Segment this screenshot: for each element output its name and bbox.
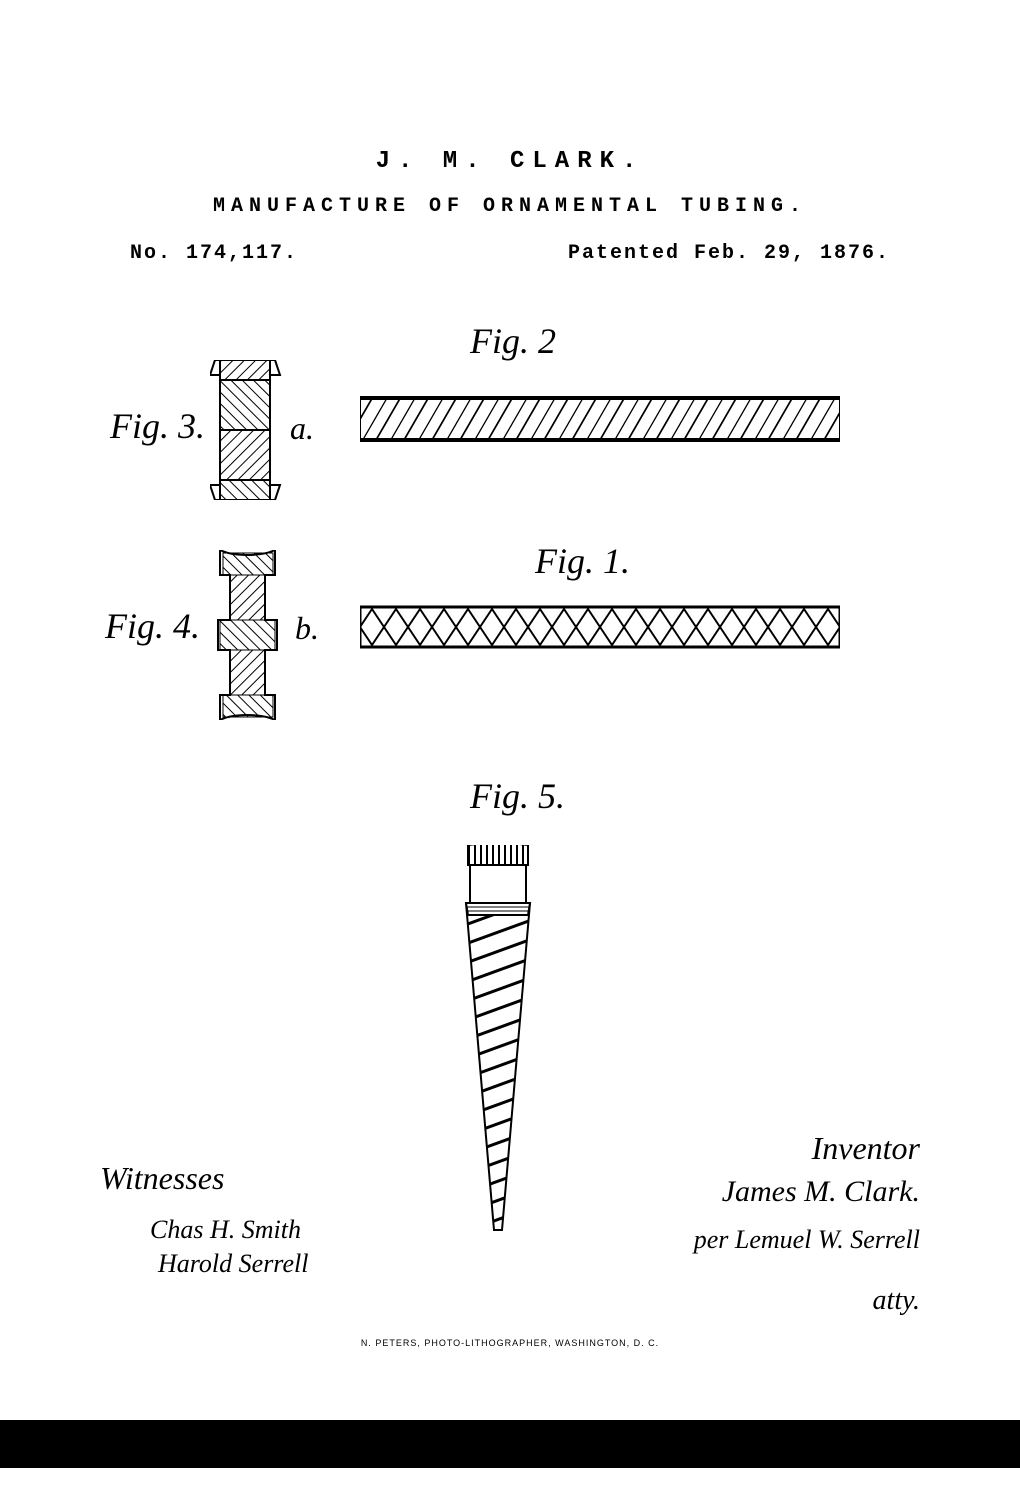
- witness-1: Chas H. Smith: [150, 1215, 308, 1245]
- patent-number: No. 174,117.: [130, 242, 298, 265]
- patent-date: Patented Feb. 29, 1876.: [568, 242, 890, 265]
- inventor-signature: James M. Clark.: [694, 1175, 920, 1209]
- fig4-label: Fig. 4.: [105, 605, 200, 647]
- fig5-drawing: [448, 845, 548, 1235]
- fig3-label: Fig. 3.: [110, 405, 205, 447]
- bottom-bar: [0, 1420, 1020, 1468]
- fig3-ref: a.: [290, 410, 314, 447]
- atty-label: atty.: [694, 1285, 920, 1317]
- fig1-drawing: [360, 605, 840, 649]
- per-attorney: per Lemuel W. Serrell: [694, 1225, 920, 1255]
- lithographer-footer: N. PETERS, PHOTO-LITHOGRAPHER, WASHINGTO…: [0, 1338, 1020, 1348]
- fig2-drawing: [360, 395, 840, 443]
- fig4-ref: b.: [295, 610, 319, 647]
- header-inventor-name: J. M. CLARK.: [0, 148, 1020, 175]
- inventor-heading: Inventor: [694, 1130, 920, 1167]
- fig1-label: Fig. 1.: [535, 540, 630, 582]
- witnesses-heading: Witnesses: [100, 1160, 308, 1197]
- fig4-drawing: [205, 550, 290, 720]
- fig2-label: Fig. 2: [470, 320, 556, 362]
- witness-2: Harold Serrell: [158, 1249, 308, 1279]
- fig3-drawing: [210, 360, 285, 500]
- fig5-label: Fig. 5.: [470, 775, 565, 817]
- header-title: MANUFACTURE OF ORNAMENTAL TUBING.: [0, 195, 1020, 218]
